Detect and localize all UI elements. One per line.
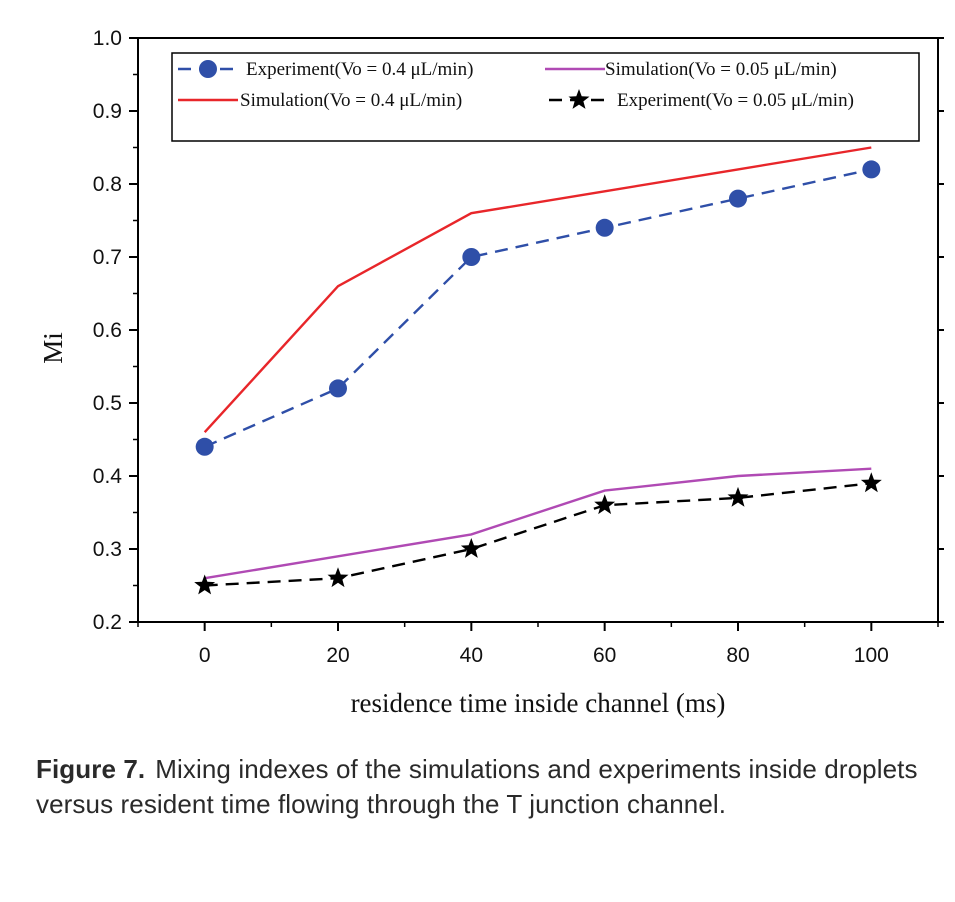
- data-point: [860, 472, 882, 493]
- y-tick-label: 0.4: [93, 465, 123, 488]
- legend-label: Experiment(Vo = 0.05 μL/min): [617, 90, 854, 111]
- y-tick-label: 0.2: [93, 611, 122, 634]
- x-tick-label: 80: [726, 644, 749, 667]
- series-3: [204, 467, 872, 580]
- y-tick-label: 1.0: [93, 27, 122, 50]
- data-point: [595, 218, 614, 237]
- data-point: [727, 486, 749, 507]
- series-1: [195, 160, 881, 456]
- y-tick-label: 0.5: [93, 392, 122, 415]
- data-point: [862, 160, 881, 179]
- legend-label: Simulation(Vo = 0.05 μL/min): [605, 59, 837, 80]
- data-point: [329, 379, 347, 398]
- figure-caption: Figure 7. Mixing indexes of the simulatio…: [36, 752, 941, 822]
- x-tick-label: 60: [593, 644, 616, 667]
- data-point: [327, 567, 349, 588]
- x-tick-label: 0: [199, 644, 211, 667]
- legend-marker: [568, 89, 590, 109]
- plot-frame: [137, 37, 939, 623]
- mixing-index-chart: 0.20.30.40.50.60.70.80.91.00 20 40 60 80 100 …: [38, 27, 944, 718]
- x-axis-label: residence time inside channel (ms): [351, 688, 726, 718]
- y-tick-label: 0.3: [93, 538, 122, 561]
- series-line: [204, 168, 872, 448]
- data-point: [195, 437, 214, 456]
- legend-marker: [199, 60, 217, 78]
- y-tick-label: 0.6: [93, 319, 122, 342]
- series-line: [204, 482, 872, 587]
- legend-label: Simulation(Vo = 0.4 μL/min): [240, 90, 462, 111]
- data-point: [594, 494, 616, 515]
- y-tick-label: 0.7: [93, 246, 122, 269]
- y-tick-label: 0.9: [93, 100, 122, 123]
- legend: Experiment(Vo = 0.4 μL/min) Simulation(Vo…: [171, 52, 920, 142]
- x-tick-label: 20: [326, 644, 349, 667]
- data-point: [462, 248, 481, 266]
- data-point: [194, 574, 216, 595]
- y-tick-label: 0.8: [93, 173, 122, 196]
- x-tick-label: 100: [854, 644, 889, 667]
- data-point: [729, 189, 747, 208]
- caption-label: Figure 7.: [36, 754, 146, 784]
- x-tick-label: 40: [460, 644, 483, 667]
- data-series: [194, 146, 882, 595]
- caption-text: Mixing indexes of the simulations and ex…: [36, 754, 918, 819]
- y-axis-label: Mi: [38, 332, 68, 364]
- series-line: [203, 146, 872, 434]
- series-line: [204, 467, 872, 580]
- series-2: [203, 146, 872, 434]
- legend-box: [171, 52, 920, 142]
- axes: 0.2 0.3 0.4 0.5 0.6 0.7 0.8 0.9 1.0 0 20 40 60 80 100: [93, 27, 944, 667]
- legend-label: Experiment(Vo = 0.4 μL/min): [246, 59, 473, 80]
- data-point: [460, 538, 482, 558]
- series-4: [194, 472, 882, 595]
